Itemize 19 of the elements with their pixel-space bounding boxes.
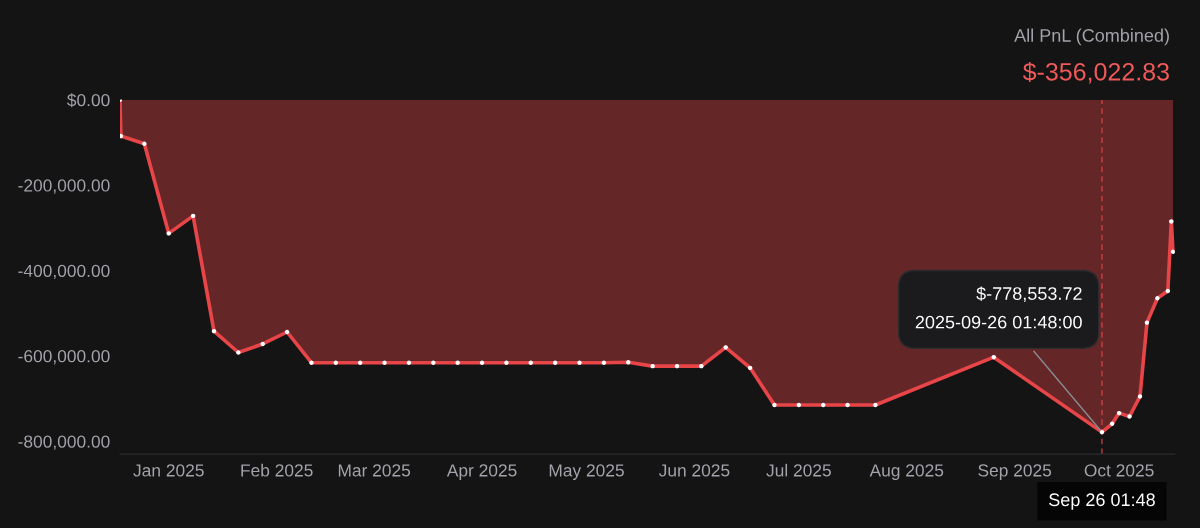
y-tick-label: -600,000.00 bbox=[18, 350, 110, 365]
x-tick-label: Apr 2025 bbox=[446, 464, 517, 480]
x-tick-label: Jul 2025 bbox=[766, 463, 831, 477]
y-tick-label: $0.00 bbox=[67, 93, 110, 108]
annotation: $-778,553.72 2025-09-26 01:48:00 bbox=[915, 286, 1082, 329]
y-tick-label: -400,000.00 bbox=[18, 264, 110, 280]
x-tick-label: Jun 2025 bbox=[658, 464, 730, 477]
x-tick-label: Sep 2025 bbox=[978, 464, 1052, 480]
x-tick-label: Aug 2025 bbox=[869, 464, 944, 480]
y-tick-label: -800,000.00 bbox=[18, 435, 110, 450]
y-tick-label: -200,000.00 bbox=[18, 179, 110, 194]
ref-line-label: Sep 26 01:48 bbox=[1049, 493, 1155, 510]
x-tick-label: Feb 2025 bbox=[241, 463, 313, 477]
x-tick-label: Mar 2025 bbox=[338, 464, 411, 477]
x-tick-label: May 2025 bbox=[549, 464, 624, 480]
chart-subtitle: $-356,022.83 bbox=[1022, 61, 1169, 84]
x-tick-label: Jan 2025 bbox=[133, 464, 204, 477]
chart-title: All PnL (Combined) bbox=[1014, 28, 1169, 46]
x-tick-label: Oct 2025 bbox=[1084, 464, 1154, 477]
